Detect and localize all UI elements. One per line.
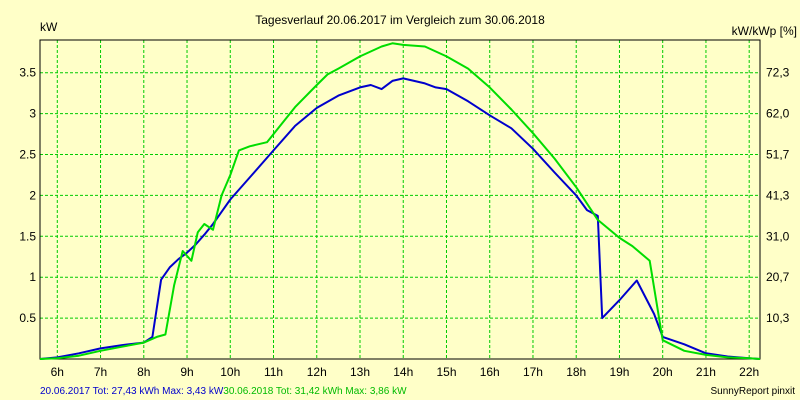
footer-summary-2017: 20.06.2017 Tot: 27,43 kWh Max: 3,43 kW (40, 386, 224, 397)
y-tick-label: 1.5 (19, 229, 36, 243)
x-tick-label: 10h (220, 365, 240, 379)
x-tick-label: 18h (566, 365, 586, 379)
y2-tick-label: 51,7 (766, 148, 790, 162)
y2-tick-label: 31,0 (766, 229, 790, 243)
x-tick-label: 6h (51, 365, 64, 379)
x-tick-label: 14h (393, 365, 413, 379)
plot-area (39, 39, 761, 360)
footer-summary-2018: 30.06.2018 Tot: 31,42 kWh Max: 3,86 kW (223, 386, 407, 397)
x-tick-label: 20h (653, 365, 673, 379)
x-tick-label: 9h (180, 365, 193, 379)
y-tick-label: 3 (29, 107, 36, 121)
series-line-1 (39, 77, 761, 360)
y2-tick-label: 72,3 (766, 66, 790, 80)
x-tick-labels: 6h 7h 8h 9h 10h 11h 12h 13h 14h 15h 16h 17h 18h 19h 20… (51, 365, 760, 379)
x-tick-label: 16h (480, 365, 500, 379)
x-tick-label: 12h (307, 365, 327, 379)
y2-tick-label: 41,3 (766, 188, 790, 202)
chart-title: Tagesverlauf 20.06.2017 im Vergleich zum… (255, 13, 545, 27)
x-tick-label: 8h (137, 365, 150, 379)
y-tick-label: 2 (29, 188, 36, 202)
series-group (39, 42, 761, 360)
grid (40, 40, 760, 359)
x-tick-label: 7h (94, 365, 107, 379)
y-tick-labels-left: 0.5 1 1.5 2 2.5 3 3.5 (19, 66, 36, 325)
x-tick-label: 11h (264, 365, 283, 379)
x-tick-label: 22h (739, 365, 759, 379)
footer-summary: 20.06.2017 Tot: 27,43 kWh Max: 3,43 kW30… (40, 386, 407, 397)
y2-tick-label: 10,3 (766, 311, 790, 325)
y-axis-label-left: kW (40, 20, 58, 34)
x-tick-label: 17h (523, 365, 543, 379)
x-tick-label: 15h (436, 365, 456, 379)
x-tick-label: 21h (696, 365, 716, 379)
footer-credit: SunnyReport pinxit (711, 386, 796, 397)
y-tick-label: 0.5 (19, 311, 36, 325)
y-axis-label-right: kW/kWp [%] (732, 24, 797, 38)
y2-tick-label: 20,7 (766, 270, 790, 284)
y2-tick-label: 62,0 (766, 107, 790, 121)
y-tick-label: 2.5 (19, 148, 36, 162)
y-tick-labels-right: 10,3 20,7 31,0 41,3 51,7 62,0 72,3 (766, 66, 790, 325)
y-tick-label: 1 (29, 270, 36, 284)
series-line-2 (39, 42, 761, 360)
y-tick-label: 3.5 (19, 66, 36, 80)
x-tick-label: 13h (350, 365, 370, 379)
x-tick-label: 19h (609, 365, 629, 379)
